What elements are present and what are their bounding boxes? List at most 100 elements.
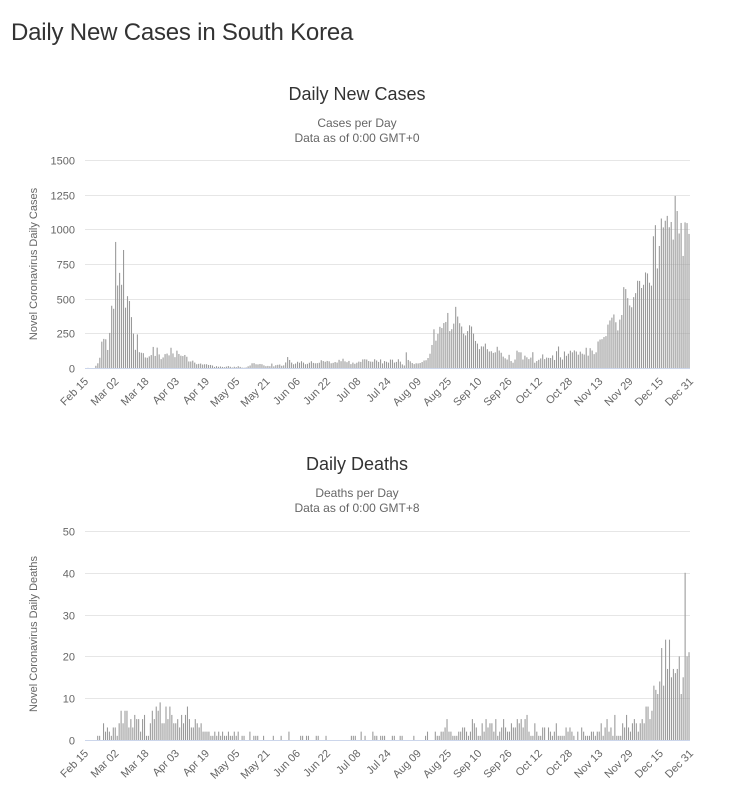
bar [546,358,547,368]
bar [406,352,407,368]
bar [427,358,428,368]
bar [475,341,476,368]
bar [128,727,129,740]
page-title: Daily New Cases in South Korea [11,19,353,47]
bar [259,364,260,368]
bar [97,736,98,740]
bar [161,359,162,368]
bar [570,351,571,368]
bar [503,357,504,368]
bar [518,352,519,368]
bar [528,732,529,740]
bar [457,317,458,368]
bar [653,236,654,368]
bar [309,363,310,368]
bar [562,360,563,368]
bar [603,337,604,368]
bar [179,727,180,740]
bar [585,736,586,740]
bar [414,364,415,368]
bar [671,222,672,368]
bar [232,367,233,368]
bar [354,364,355,368]
bar [238,732,239,740]
bar [331,363,332,368]
chart-subtitle-date: Data as of 0:00 GMT+8 [294,501,419,515]
bar [342,359,343,368]
bar [588,356,589,368]
bar [261,364,262,368]
bar [420,363,421,368]
gridlines [85,161,690,334]
bar [203,732,204,740]
bar [279,365,280,368]
bar [107,350,108,368]
bar [365,736,366,740]
bar [610,727,611,740]
bar [466,732,467,740]
bar [402,364,403,368]
bar [222,732,223,740]
bar [513,363,514,368]
bar [210,736,211,740]
bar [234,367,235,368]
bar [470,732,471,740]
bar [685,573,686,740]
x-tick-label: Apr 03 [151,748,182,779]
bar [675,673,676,740]
bar [121,285,122,368]
bar [629,305,630,368]
y-tick-label: 0 [69,736,75,748]
bar [433,329,434,368]
bar [661,648,662,740]
bar [456,736,457,740]
y-axis-label: Novel Coronavirus Daily Deaths [28,556,40,712]
bar [362,359,363,368]
bar [427,732,428,740]
bar [426,360,427,368]
bar [489,352,490,369]
bar [477,344,478,368]
bar [410,361,411,368]
bar [182,356,183,368]
bar [584,355,585,368]
bar [101,342,102,368]
x-tick-label: Feb 15 [58,748,91,781]
bar [453,324,454,368]
bar [424,361,425,368]
bar [556,723,557,740]
bar [507,360,508,368]
bar [313,363,314,368]
bar [394,363,395,368]
bar [384,361,385,368]
bar [189,719,190,740]
bar [524,356,525,368]
bar [135,350,136,368]
bar [115,242,116,368]
bar [132,727,133,740]
bar [353,736,354,740]
bar [522,360,523,368]
bar [499,351,500,368]
bar [667,669,668,740]
bar [451,329,452,368]
bar [564,352,565,369]
bar [505,727,506,740]
bar [263,365,264,368]
bar [572,352,573,368]
bar [469,325,470,368]
bar [175,723,176,740]
bar [315,363,316,368]
chart-subtitle: Cases per Day [317,116,396,130]
bar [514,360,515,368]
bar [212,366,213,369]
x-tick-label: Dec 31 [663,748,696,781]
bar [643,285,644,368]
bar [103,723,104,740]
bar [193,727,194,740]
x-tick-label: Jul 24 [364,376,393,405]
bar [167,354,168,368]
bar [173,723,174,740]
